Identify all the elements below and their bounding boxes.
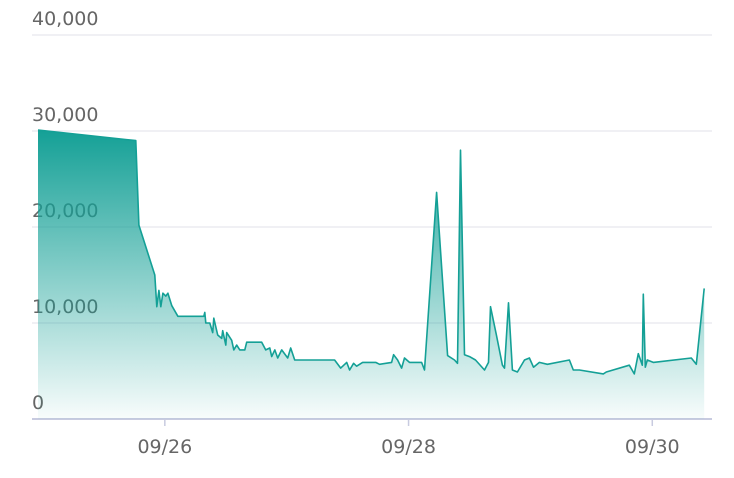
area-fill — [38, 130, 705, 419]
y-tick-label: 30,000 — [32, 104, 98, 126]
y-tick-label: 40,000 — [32, 8, 98, 30]
x-tick-label: 09/30 — [625, 436, 680, 458]
x-tick-label: 09/26 — [137, 436, 192, 458]
area-line — [37, 129, 705, 375]
x-tick-label: 09/28 — [381, 436, 436, 458]
